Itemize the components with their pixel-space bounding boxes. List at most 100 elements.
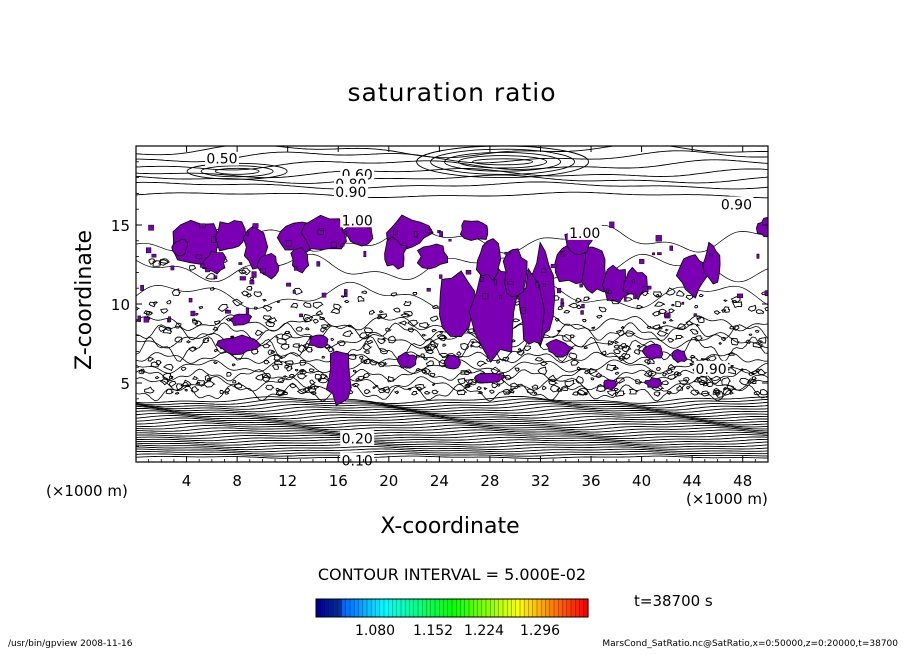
contour-label-bg [340, 430, 375, 446]
contour-eddy [370, 358, 379, 366]
contour-eddy [136, 307, 141, 311]
contour-eddy [213, 361, 219, 364]
contour-eddy [431, 389, 439, 395]
contour-line [136, 415, 768, 422]
colorbar-swatch [452, 599, 457, 617]
colorbar-swatch [520, 599, 525, 617]
contour-eddy [683, 377, 691, 382]
contour-eddy [556, 329, 562, 333]
contour-eddy [271, 364, 280, 370]
contour-eddy [412, 292, 418, 296]
supersaturated-speck [224, 310, 231, 314]
supersaturated-region [502, 248, 528, 298]
contour-line [136, 146, 768, 159]
contour-eddy [321, 324, 329, 330]
colorbar-swatch [528, 599, 534, 617]
contour-eddy [153, 301, 159, 304]
contour-eddy [598, 306, 607, 313]
colorbar-swatch [503, 599, 508, 617]
supersaturated-speck [167, 316, 172, 322]
colorbar-swatch [328, 599, 334, 617]
contour-loop [458, 155, 548, 169]
contour-eddy [304, 327, 311, 331]
contour-eddy [590, 377, 595, 381]
colorbar-swatch [443, 599, 449, 617]
supersaturated-speck [623, 295, 627, 302]
contour-eddy [666, 390, 673, 395]
contour-eddy [342, 330, 354, 337]
supersaturated-speck [195, 254, 203, 259]
contour-line [136, 412, 768, 420]
contour-eddy [696, 316, 705, 324]
contour-line [136, 450, 768, 455]
contour-eddy [266, 317, 278, 324]
contour-eddy [303, 301, 312, 308]
contour-eddy [707, 355, 717, 362]
contour-eddy [363, 372, 371, 379]
contour-eddy [581, 319, 587, 323]
contour-loop [200, 165, 274, 178]
contour-label-bg [340, 452, 375, 468]
contour-eddy [358, 355, 364, 360]
contour-eddy [547, 374, 559, 383]
contour-eddy [154, 376, 160, 379]
x-tick-label: 44 [683, 472, 702, 490]
contour-eddy [276, 338, 287, 345]
contour-eddy [477, 360, 488, 367]
colorbar-swatch [367, 599, 372, 617]
chart-title: saturation ratio [347, 78, 557, 107]
contour-eddy [327, 346, 335, 353]
x-tick-label: 36 [581, 472, 600, 490]
contour-line [136, 403, 768, 411]
contour-eddy [694, 305, 699, 309]
contour-eddy [297, 372, 308, 380]
contour-eddy [619, 343, 628, 349]
contour-eddy [320, 373, 328, 380]
contour-label-bg [567, 224, 602, 240]
contour-eddy [431, 329, 438, 333]
colorbar-swatch [337, 599, 343, 617]
y-tick-label: 15 [111, 217, 130, 235]
contour-eddy [614, 390, 626, 397]
contour-eddy [145, 311, 154, 316]
supersaturated-speck [756, 253, 760, 259]
contour-eddy [456, 389, 468, 396]
contour-eddy [231, 363, 236, 367]
contour-eddy [282, 375, 289, 378]
supersaturated-speck [321, 292, 327, 298]
x-tick-label: 24 [430, 472, 449, 490]
x-tick-label: 48 [733, 472, 752, 490]
supersaturated-region [671, 348, 688, 364]
supersaturated-speck [317, 229, 324, 235]
contour-eddy [549, 384, 560, 393]
contour-eddy [464, 383, 472, 389]
contour-label-bg [694, 360, 729, 376]
colorbar-swatch [392, 599, 398, 617]
contour-eddy [676, 323, 687, 330]
contour-eddy [251, 348, 259, 355]
supersaturated-region [384, 236, 409, 270]
contour-eddy [224, 391, 230, 395]
supersaturated-region [397, 351, 418, 369]
contour-line [136, 434, 768, 440]
supersaturated-region [702, 241, 721, 285]
supersaturated-speck [499, 295, 503, 299]
contour-eddy [685, 294, 695, 301]
contour-eddy [379, 310, 385, 314]
supersaturated-region [416, 243, 449, 270]
contour-eddy [655, 367, 662, 371]
contour-eddy [755, 309, 765, 315]
colorbar-swatch [469, 599, 474, 617]
contour-eddy [419, 322, 431, 329]
contour-eddy [376, 313, 388, 319]
contour-loop [472, 158, 534, 166]
supersaturated-speck [520, 307, 527, 314]
contour-eddy [317, 378, 322, 382]
contour-eddy [465, 384, 470, 388]
colorbar-swatch [430, 599, 436, 617]
contour-eddy [739, 377, 751, 386]
colorbar-swatch [375, 599, 381, 617]
supersaturated-speck [657, 252, 662, 256]
colorbar-swatch [435, 599, 440, 617]
contour-eddy [637, 345, 641, 348]
